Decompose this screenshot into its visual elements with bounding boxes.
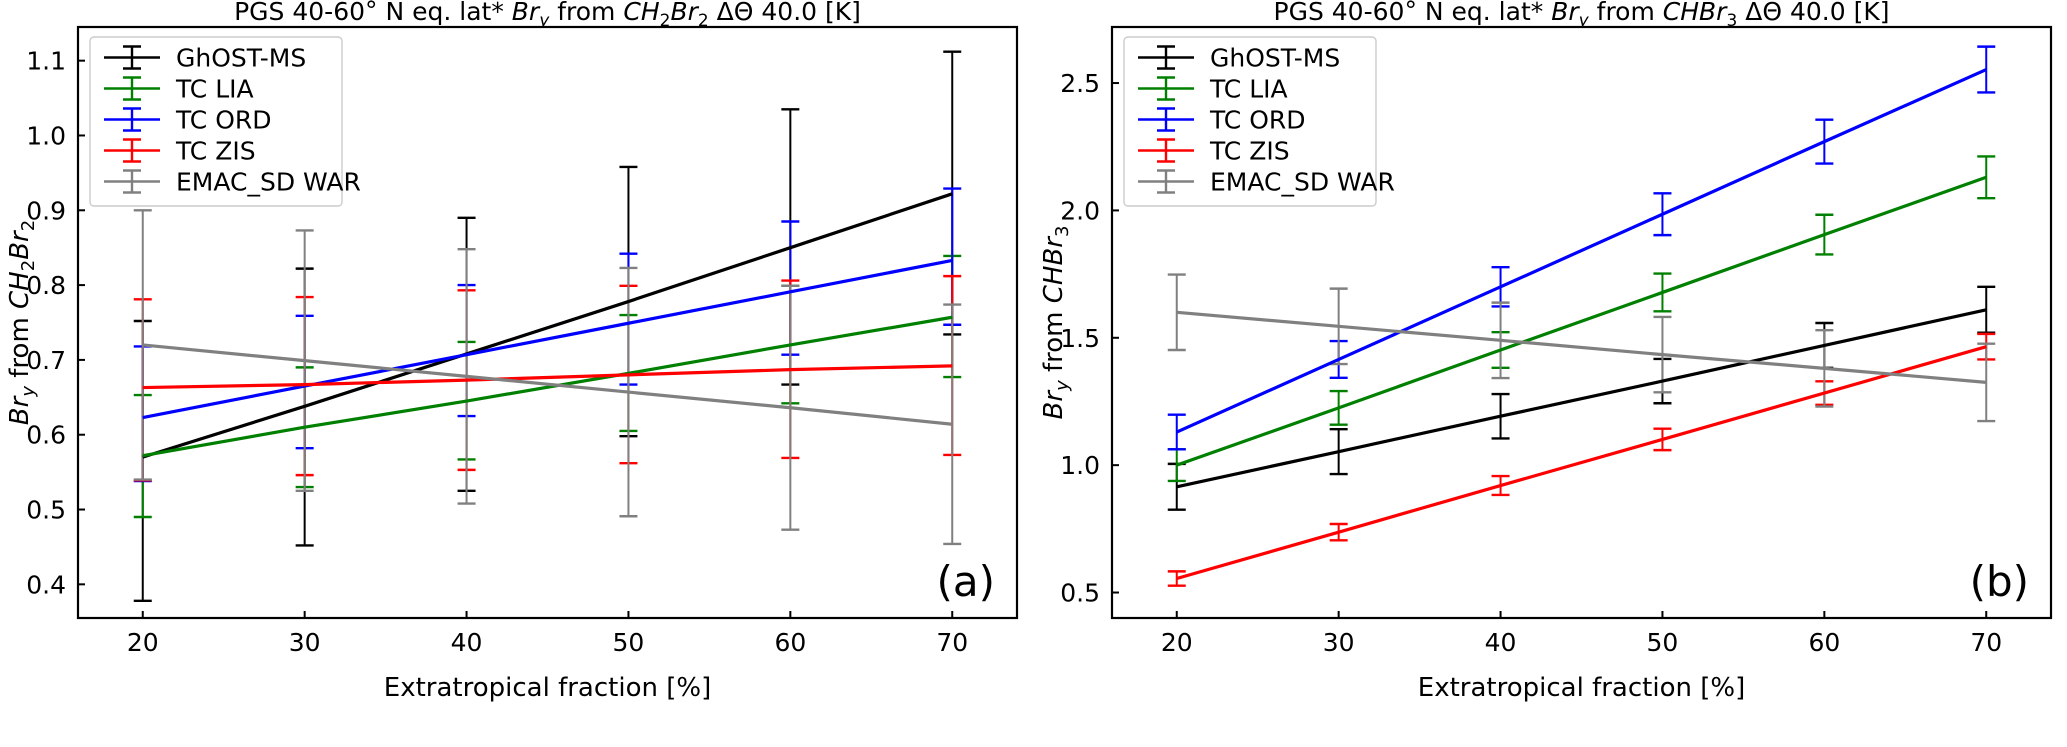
y-axis: 0.4 0.5 0.6 0.7 0.8 0.9 1.0 1.1 xyxy=(26,47,85,599)
legend-item[interactable]: GhOST-MS xyxy=(104,44,306,73)
x-tick-label: 50 xyxy=(613,628,645,657)
y-axis-label: Bry from CH2Br2 xyxy=(5,220,39,425)
series-line-tc-ord xyxy=(142,258,953,420)
y-tick-label: 0.7 xyxy=(26,346,66,375)
legend-label: TC ZIS xyxy=(175,137,256,166)
y-tick-label: 0.4 xyxy=(26,570,66,599)
series-line-tc-zis xyxy=(1176,345,1987,581)
y-tick-label: 0.6 xyxy=(26,421,66,450)
x-axis: 20 30 40 50 60 70 xyxy=(1161,611,2002,657)
legend-background xyxy=(1123,36,1377,207)
y-tick-label: 1.0 xyxy=(26,121,66,150)
legend-item[interactable]: GhOST-MS xyxy=(1138,44,1340,73)
x-tick-label: 40 xyxy=(1485,628,1517,657)
legend-item[interactable]: TC LIA xyxy=(104,75,254,104)
x-tick-label: 30 xyxy=(1323,628,1355,657)
legend-label: TC LIA xyxy=(175,75,254,104)
legend-label: GhOST-MS xyxy=(1210,44,1340,73)
series-line-tc-lia xyxy=(1176,175,1987,467)
series-line-tc-ord xyxy=(1176,68,1987,434)
x-tick-label: 50 xyxy=(1647,628,1679,657)
x-tick-label: 30 xyxy=(289,628,321,657)
legend-item[interactable]: TC ORD xyxy=(1138,106,1306,135)
legend-background xyxy=(89,36,343,207)
y-tick-label: 1.0 xyxy=(1060,451,1100,480)
x-tick-label: 40 xyxy=(451,628,483,657)
y-tick-label: 2.0 xyxy=(1060,196,1100,225)
legend-label: TC ORD xyxy=(175,106,272,135)
series-line-tc-lia xyxy=(142,315,953,458)
panel-title: PGS 40-60° N eq. lat* Bry from CH2Br2 ΔΘ… xyxy=(234,0,861,31)
panel-tag: (b) xyxy=(1970,557,2029,606)
legend-label: TC LIA xyxy=(1209,75,1288,104)
y-axis: 0.5 1.0 1.5 2.0 2.5 xyxy=(1060,69,1119,608)
chart-svg-panel-b: PGS 40-60° N eq. lat* Bry from CHBr3 ΔΘ … xyxy=(1039,0,2053,703)
x-axis-label: Extratropical fraction [%] xyxy=(1418,673,1745,703)
series-line-ghost-ms xyxy=(1176,308,1987,489)
y-tick-label: 1.1 xyxy=(26,47,66,76)
legend-item[interactable]: EMAC_SD WAR xyxy=(104,168,361,197)
legend-item[interactable]: EMAC_SD WAR xyxy=(1138,168,1395,197)
legend-item[interactable]: TC ZIS xyxy=(104,137,256,166)
panel-tag: (a) xyxy=(936,557,995,606)
y-tick-label: 0.9 xyxy=(26,196,66,225)
x-tick-label: 70 xyxy=(1970,628,2002,657)
series-line-emac-sd-war xyxy=(142,343,953,426)
x-tick-label: 70 xyxy=(936,628,968,657)
x-axis: 20 30 40 50 60 70 xyxy=(127,611,968,657)
chart-panel-a: PGS 40-60° N eq. lat* Bry from CH2Br2 ΔΘ… xyxy=(0,0,1033,747)
y-tick-label: 0.5 xyxy=(1060,579,1100,608)
y-tick-label: 0.8 xyxy=(26,271,66,300)
legend-item[interactable]: TC ZIS xyxy=(1138,137,1290,166)
legend-label: TC ZIS xyxy=(1209,137,1290,166)
legend-item[interactable]: TC ORD xyxy=(104,106,272,135)
chart-panel-b: PGS 40-60° N eq. lat* Bry from CHBr3 ΔΘ … xyxy=(1034,0,2067,747)
legend-label: EMAC_SD WAR xyxy=(1210,168,1395,197)
y-tick-label: 2.5 xyxy=(1060,69,1100,98)
y-tick-label: 0.5 xyxy=(26,496,66,525)
series-errorbars-emac-sd-war xyxy=(133,209,962,546)
x-tick-label: 20 xyxy=(127,628,159,657)
chart-svg-panel-a: PGS 40-60° N eq. lat* Bry from CH2Br2 ΔΘ… xyxy=(5,0,1019,703)
series-line-ghost-ms xyxy=(142,192,953,459)
y-axis-label: Bry from CHBr3 xyxy=(1039,226,1073,420)
legend-label: GhOST-MS xyxy=(176,44,306,73)
x-tick-label: 60 xyxy=(1808,628,1840,657)
legend-label: EMAC_SD WAR xyxy=(176,168,361,197)
x-tick-label: 60 xyxy=(774,628,806,657)
y-tick-label: 1.5 xyxy=(1060,324,1100,353)
x-axis-label: Extratropical fraction [%] xyxy=(384,673,711,703)
x-tick-label: 20 xyxy=(1161,628,1193,657)
series-line-emac-sd-war xyxy=(1176,310,1987,384)
legend-item[interactable]: TC LIA xyxy=(1138,75,1288,104)
legend-label: TC ORD xyxy=(1209,106,1306,135)
panel-title: PGS 40-60° N eq. lat* Bry from CHBr3 ΔΘ … xyxy=(1274,0,1890,31)
series-line-tc-zis xyxy=(142,364,953,390)
